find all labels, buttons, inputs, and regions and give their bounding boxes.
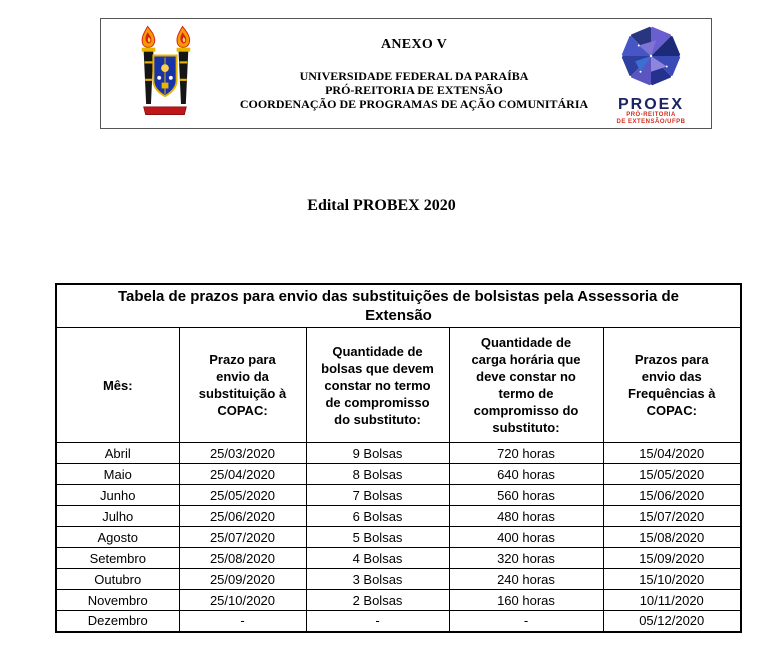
table-cell: 15/07/2020 (602, 505, 742, 527)
table-cell: 9 Bolsas (305, 442, 450, 464)
ufpb-coat-of-arms-icon (134, 23, 196, 124)
column-header-carga-horaria: Quantidade de carga horária que deve con… (448, 327, 604, 443)
proex-sphere-icon (616, 25, 686, 95)
table-cell: - (448, 610, 604, 632)
table-row: Junho 25/05/2020 7 Bolsas 560 horas 15/06/20… (55, 484, 742, 506)
table-cell: 720 horas (448, 442, 604, 464)
table-cell: Julho (55, 505, 180, 527)
table-cell: Outubro (55, 568, 180, 590)
page-title: Edital PROBEX 2020 (307, 197, 456, 214)
proex-subtitle-2: DE EXTENSÃO/UFPB (616, 119, 686, 125)
table-caption-line-1: Tabela de prazos para envio das substitu… (117, 288, 680, 305)
right-torch (176, 25, 191, 104)
table-cell: 25/09/2020 (178, 568, 307, 590)
table-caption: Tabela de prazos para envio das substitu… (55, 283, 742, 328)
proex-logo-cell: PROEX PRÓ-REITORIA DE EXTENSÃO/UFPB (599, 21, 711, 126)
table-cell: 2 Bolsas (305, 589, 450, 611)
anexo-label: ANEXO V (380, 36, 448, 52)
table-cell: 6 Bolsas (305, 505, 450, 527)
table-cell: Setembro (55, 547, 180, 569)
table-cell: Novembro (55, 589, 180, 611)
left-torch (141, 25, 156, 104)
deadlines-table: Tabela de prazos para envio das substitu… (55, 283, 742, 633)
column-header-frequencias: Prazos para envio das Frequências à COPA… (602, 327, 742, 443)
table-cell: 25/10/2020 (178, 589, 307, 611)
table-cell: Junho (55, 484, 180, 506)
institution-line-2: PRÓ-REITORIA DE EXTENSÃO (325, 82, 503, 97)
banner (143, 106, 187, 115)
institution-line-3: COORDENAÇÃO DE PROGRAMAS DE AÇÃO COMUNIT… (239, 96, 589, 111)
column-header-prazo-envio: Prazo para envio da substituição à COPAC… (178, 327, 307, 443)
letterhead-text: ANEXO V UNIVERSIDADE FEDERAL DA PARAÍBA … (229, 37, 599, 111)
table-cell: 05/12/2020 (602, 610, 742, 632)
table-cell: 480 horas (448, 505, 604, 527)
table-cell: 400 horas (448, 526, 604, 548)
table-cell: 25/03/2020 (178, 442, 307, 464)
table-cell: 15/09/2020 (602, 547, 742, 569)
table-cell: 15/10/2020 (602, 568, 742, 590)
table-cell: 25/05/2020 (178, 484, 307, 506)
table-cell: Dezembro (55, 610, 180, 632)
table-cell: 560 horas (448, 484, 604, 506)
table-cell: 25/04/2020 (178, 463, 307, 485)
ufpb-logo-cell (101, 23, 229, 124)
table-cell: 15/06/2020 (602, 484, 742, 506)
table-cell: 3 Bolsas (305, 568, 450, 590)
table-cell: 160 horas (448, 589, 604, 611)
table-cell: 25/08/2020 (178, 547, 307, 569)
table-cell: 8 Bolsas (305, 463, 450, 485)
table-body: Abril 25/03/2020 9 Bolsas 720 horas 15/04/20… (55, 442, 742, 632)
table-cell: 5 Bolsas (305, 526, 450, 548)
letterhead: ANEXO V UNIVERSIDADE FEDERAL DA PARAÍBA … (100, 18, 712, 129)
shield (152, 54, 178, 98)
table-cell: 320 horas (448, 547, 604, 569)
table-row: Setembro 25/08/2020 4 Bolsas 320 horas 15/09… (55, 547, 742, 569)
institution-line-1: UNIVERSIDADE FEDERAL DA PARAÍBA (299, 68, 529, 83)
proex-wordmark: PROEX (617, 96, 684, 113)
table-cell: 240 horas (448, 568, 604, 590)
column-header-mes: Mês: (55, 327, 180, 443)
table-cell: 15/04/2020 (602, 442, 742, 464)
table-row: Maio 25/04/2020 8 Bolsas 640 horas 15/05/202… (55, 463, 742, 485)
table-row: Agosto 25/07/2020 5 Bolsas 400 horas 15/08/2… (55, 526, 742, 548)
table-cell: 15/05/2020 (602, 463, 742, 485)
table-header-row: Mês: Prazo para envio da substituição à … (55, 327, 742, 443)
table-row: Dezembro - - -05/12/2020 (55, 610, 742, 632)
table-row: Julho 25/06/2020 6 Bolsas 480 horas 15/07/20… (55, 505, 742, 527)
table-row: Novembro 25/10/2020 2 Bolsas 160 horas 10/11… (55, 589, 742, 611)
table-cell: 15/08/2020 (602, 526, 742, 548)
table-cell: 7 Bolsas (305, 484, 450, 506)
table-caption-row: Tabela de prazos para envio das substitu… (55, 283, 742, 328)
table-row: Outubro 25/09/2020 3 Bolsas 240 horas 15/10/… (55, 568, 742, 590)
table-cell: 10/11/2020 (602, 589, 742, 611)
column-header-qtd-bolsas: Quantidade de bolsas que devem constar n… (305, 327, 450, 443)
table-cell: - (178, 610, 307, 632)
table-cell: Abril (55, 442, 180, 464)
proex-subtitle-1: PRÓ-REITORIA (626, 112, 676, 118)
table-cell: Agosto (55, 526, 180, 548)
table-cell: 4 Bolsas (305, 547, 450, 569)
table-caption-line-2: Extensão (365, 307, 432, 324)
table-cell: Maio (55, 463, 180, 485)
table-cell: - (305, 610, 450, 632)
table-row: Abril 25/03/2020 9 Bolsas 720 horas 15/04/20… (55, 442, 742, 464)
table-cell: 25/07/2020 (178, 526, 307, 548)
table-cell: 640 horas (448, 463, 604, 485)
table-cell: 25/06/2020 (178, 505, 307, 527)
